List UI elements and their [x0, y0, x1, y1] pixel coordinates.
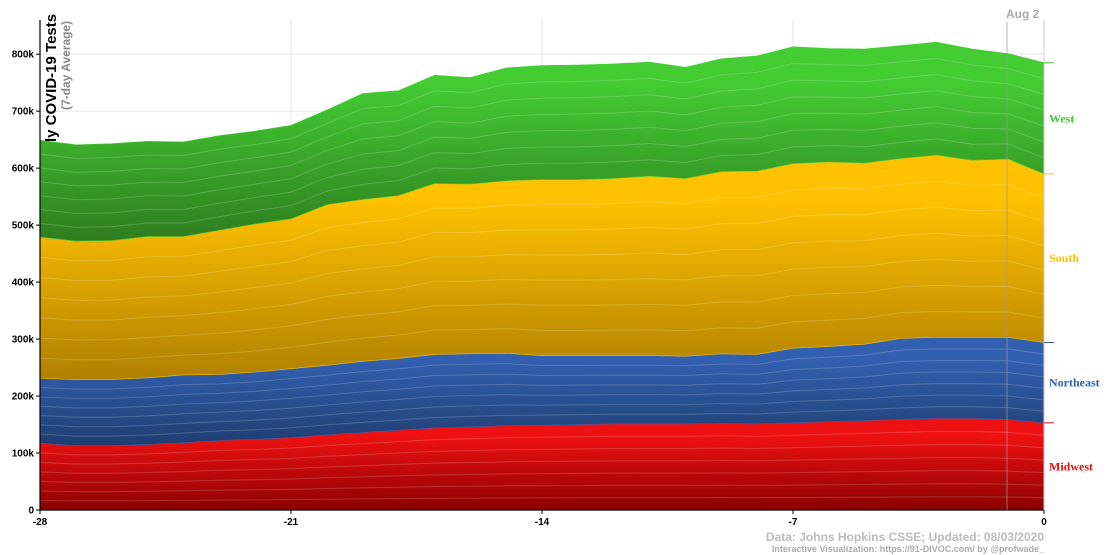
chart-subtitle: (7-day Average)	[59, 21, 73, 110]
state-band-line	[39, 457, 1045, 474]
state-band-line	[39, 258, 1045, 321]
x-tick-label: 0	[1041, 517, 1047, 528]
state-band-line	[39, 430, 1045, 456]
state-band-line	[39, 138, 1045, 228]
state-band-line	[39, 394, 1045, 428]
state-band-line	[39, 371, 1045, 409]
state-band-line	[39, 122, 1045, 215]
state-band-line	[39, 359, 1045, 399]
region-label-northeast: Northeast	[1049, 376, 1100, 390]
state-band-line	[39, 406, 1045, 437]
state-band-line	[39, 180, 1045, 262]
y-tick-label: 500k	[12, 221, 35, 232]
hover-date-background	[1003, 5, 1043, 22]
state-band-line	[39, 496, 1045, 502]
x-tick-label: -7	[789, 517, 798, 528]
state-band-line	[39, 383, 1045, 418]
y-tick-label: 600k	[12, 164, 35, 175]
y-tick-label: 300k	[12, 335, 35, 346]
state-band-line	[39, 284, 1045, 341]
data-source-credit: Data: Johns Hopkins CSSE; Updated: 08/03…	[766, 530, 1044, 544]
y-tick-label: 0	[28, 506, 34, 517]
x-tick-label: -14	[535, 517, 550, 528]
y-tick-label: 400k	[12, 278, 35, 289]
state-band-line	[39, 348, 1045, 390]
state-band-line	[39, 483, 1045, 493]
hover-date-label: Aug 2	[1006, 7, 1040, 21]
state-band-line	[39, 73, 1045, 173]
region-label-west: West	[1049, 111, 1074, 125]
state-band-line	[39, 310, 1045, 361]
region-labels: Midwest Northeast South West	[1044, 62, 1100, 473]
region-label-south: South	[1049, 251, 1079, 265]
area-series	[39, 41, 1045, 511]
state-band-line	[39, 232, 1045, 301]
x-tick-label: -28	[33, 517, 48, 528]
state-band-line	[39, 90, 1045, 187]
x-tick-label: -21	[284, 517, 299, 528]
y-tick-label: 800k	[12, 50, 35, 61]
state-band-line	[39, 106, 1045, 201]
visualization-credit: Interactive Visualization: https://91-DI…	[772, 544, 1045, 554]
state-band-line	[39, 470, 1045, 483]
y-tick-label: 700k	[12, 107, 35, 118]
state-band-line	[39, 443, 1045, 465]
axes: 0 100k 200k 300k 400k 500k 600k 700k 800k -28 -21 -…	[12, 20, 1047, 528]
y-tick-label: 100k	[12, 449, 35, 460]
chart-title: ly COVID-19 Tests	[43, 14, 60, 142]
state-band-line	[39, 206, 1045, 282]
region-label-midwest: Midwest	[1049, 459, 1093, 473]
state-band-line	[39, 57, 1045, 160]
y-tick-label: 200k	[12, 392, 35, 403]
